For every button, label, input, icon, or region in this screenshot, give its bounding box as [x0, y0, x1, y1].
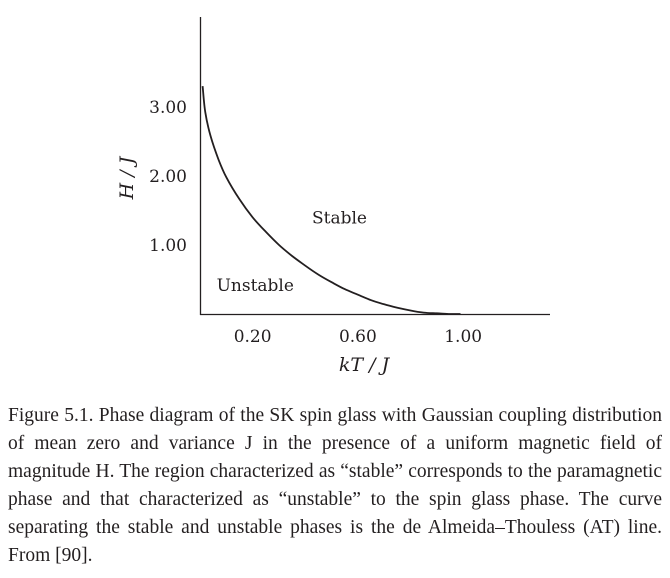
at-line-curve	[201, 85, 461, 315]
y-tick-label: 1.00	[149, 236, 187, 256]
x-tick-label: 1.00	[444, 327, 482, 347]
x-axis-label: kT / J	[339, 354, 391, 376]
y-tick-label: 2.00	[149, 167, 187, 187]
x-tick-label: 0.60	[339, 327, 377, 347]
y-axis-label: H / J	[116, 155, 138, 200]
region-label-unstable: Unstable	[217, 276, 294, 296]
region-label-stable: Stable	[312, 208, 367, 228]
x-tick-label: 0.20	[234, 327, 272, 347]
phase-diagram-chart: 1.00 2.00 3.00 0.20 0.60 1.00 Stable Unstable…	[116, 17, 550, 376]
figure-caption: Figure 5.1. Phase diagram of the SK spin…	[8, 405, 662, 566]
y-tick-label: 3.00	[149, 98, 187, 118]
